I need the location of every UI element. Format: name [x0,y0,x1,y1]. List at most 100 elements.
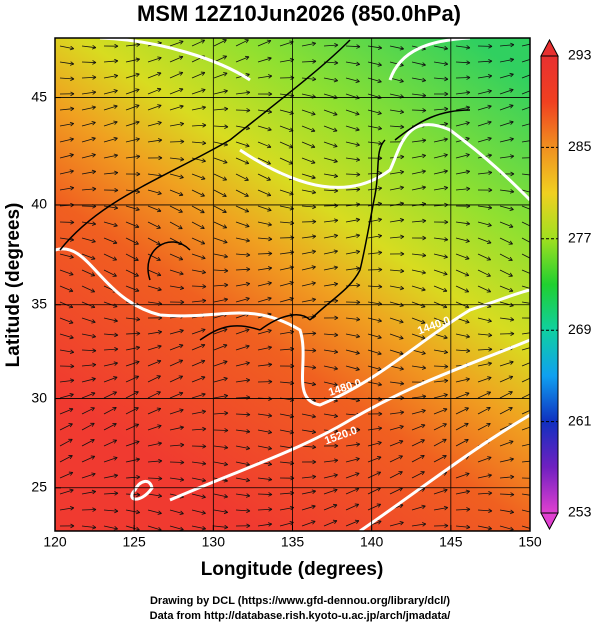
streamline [103,317,118,322]
streamline [455,253,470,260]
streamline-arrow [178,359,184,364]
streamline-arrow [487,89,492,94]
streamline-arrow [399,46,404,51]
streamline [257,237,272,240]
streamline [125,221,140,228]
streamline-arrow [92,507,97,512]
streamline [499,391,513,399]
streamline-arrow [311,520,316,525]
streamline [323,250,338,255]
streamline-arrow [200,71,206,76]
streamline [433,108,448,111]
streamline-arrow [114,58,119,64]
streamline-arrow [466,524,471,530]
streamline [499,509,514,513]
streamline [59,455,73,463]
streamline [323,349,338,353]
streamline [147,301,162,305]
streamline [191,360,206,367]
streamline-arrow [202,426,207,432]
streamline-arrow [70,523,75,529]
streamline [345,157,360,161]
streamline-arrow [113,318,118,323]
streamline-arrow [487,153,492,158]
streamline [521,253,530,259]
streamline [499,189,514,193]
streamline-arrow [244,192,249,197]
streamline [191,300,206,303]
streamline [191,285,207,287]
streamline [103,333,118,336]
streamline [477,456,492,463]
streamline-arrow [443,488,448,493]
streamline [455,407,469,415]
streamline-arrow [246,508,251,513]
streamline [301,125,316,132]
streamline-arrow [312,76,317,82]
streamline [499,44,514,47]
streamline [147,509,162,514]
streamline [455,106,470,111]
streamline [125,423,139,431]
streamline-arrow [465,169,470,175]
streamline [345,365,360,371]
streamline [521,285,530,289]
streamline-arrow [444,523,449,529]
streamline [81,171,96,175]
streamline [367,365,382,371]
streamline [433,394,448,399]
streamline [169,375,183,383]
streamline-arrow [178,225,183,230]
streamline-arrow [488,59,493,64]
streamline-arrow [223,328,228,333]
streamline [301,266,316,271]
streamline-arrow [136,331,141,336]
streamline-arrow [532,494,536,498]
streamline-arrow [486,391,492,396]
streamline [301,445,316,448]
streamline-arrow [267,222,272,227]
streamline [213,253,228,258]
streamline-arrow [531,360,535,364]
streamline-arrow [378,250,383,256]
streamline [345,520,360,527]
streamline [59,77,74,80]
streamline-arrow [68,471,74,476]
x-tick-label: 125 [122,534,146,550]
streamline [499,205,514,211]
streamline [301,282,316,287]
streamline [389,236,404,239]
streamline [169,123,184,127]
streamline-arrow [487,205,493,210]
streamline-arrow [245,281,251,287]
streamline-arrow [509,509,515,515]
streamline [125,104,140,111]
streamline-arrow [156,272,162,277]
streamline-arrow [399,351,404,356]
streamline-arrow [92,524,97,530]
streamline-arrow [70,364,75,369]
streamline [235,91,250,95]
coastline [59,39,471,341]
streamline [213,72,228,79]
streamline-arrow [465,238,470,243]
streamline-arrow [310,144,316,149]
streamline-arrow [508,391,513,396]
streamline-arrow [509,120,514,125]
streamline-arrow [509,72,514,78]
streamline [477,317,492,322]
streamline [521,493,530,496]
streamline [81,491,96,495]
streamline [125,375,139,383]
streamline [103,172,118,175]
streamline-arrow [222,55,228,60]
streamline-arrow [91,333,96,339]
streamline [235,509,250,512]
streamline [257,297,272,303]
streamline-arrow [333,349,339,354]
streamline [125,509,140,513]
streamline-arrow [136,154,141,159]
streamline-arrow [157,424,162,429]
streamline [169,329,184,335]
streamline [367,471,381,479]
